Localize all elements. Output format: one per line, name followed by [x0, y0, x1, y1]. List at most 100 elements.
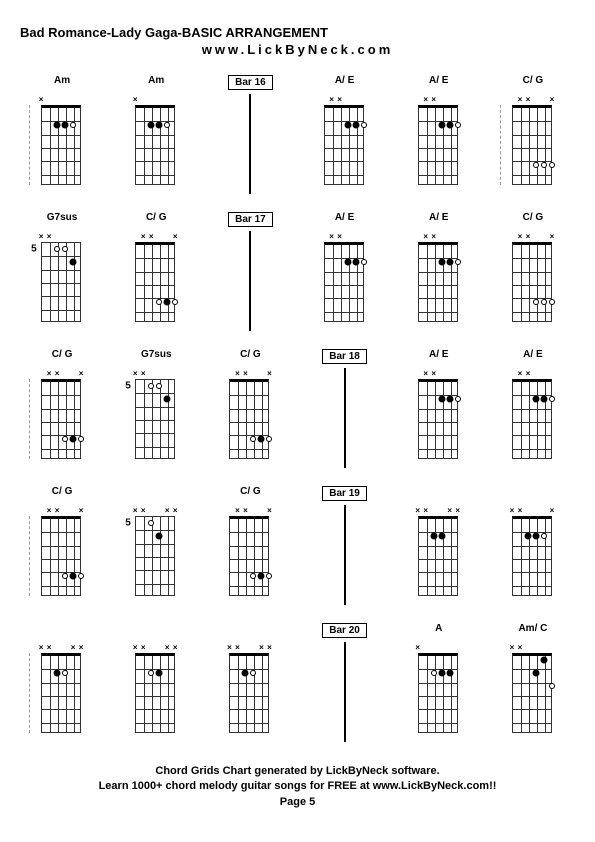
finger-dot	[164, 299, 171, 306]
finger-dot	[438, 259, 445, 266]
finger-dot	[70, 573, 77, 580]
string-marker: ×	[415, 644, 420, 652]
chord-label: A/ E	[429, 75, 448, 87]
finger-dot	[352, 122, 359, 129]
finger-dot	[148, 520, 154, 526]
position-label: 5	[125, 517, 131, 528]
bar-divider	[344, 642, 346, 742]
fretboard	[135, 653, 175, 733]
chord-cell: C/ G×××	[211, 486, 289, 605]
finger-dot	[438, 122, 445, 129]
finger-dot	[446, 396, 453, 403]
bar-cell: Bar 18	[306, 349, 384, 468]
finger-dot	[533, 299, 539, 305]
string-marker: ×	[235, 644, 240, 652]
finger-dot	[54, 670, 61, 677]
string-marker: ×	[329, 233, 334, 241]
string-marker: ×	[71, 644, 76, 652]
string-marker: ×	[47, 507, 52, 515]
finger-dot	[532, 670, 539, 677]
string-marker: ×	[526, 233, 531, 241]
chord-cell: C/ G×××	[117, 212, 195, 331]
finger-dot	[258, 573, 265, 580]
chord-diagram: ××	[506, 363, 560, 463]
chord-diagram: ×××	[506, 226, 560, 326]
chord-diagram: ××5	[129, 363, 183, 463]
chord-cell: G7sus××5	[117, 349, 195, 468]
chord-diagram: ×	[35, 89, 89, 189]
finger-dot	[352, 259, 359, 266]
finger-dot	[549, 683, 555, 689]
chord-cell: Am×	[117, 75, 195, 194]
finger-dot	[156, 533, 163, 540]
chord-diagram: ××	[412, 89, 466, 189]
chord-cell: A/ E××	[400, 349, 478, 468]
string-marker: ×	[133, 370, 138, 378]
chord-label: C/ G	[52, 486, 73, 498]
string-marker: ×	[55, 507, 60, 515]
chord-diagram: ××××	[223, 637, 277, 737]
bar-label: Bar 20	[322, 623, 367, 638]
chord-diagram: ×××	[506, 89, 560, 189]
string-marker: ×	[518, 370, 523, 378]
string-marker: ×	[267, 507, 272, 515]
string-marker: ×	[79, 507, 84, 515]
chord-cell: C/ G×××	[23, 349, 101, 468]
chord-cell: Am/ C××	[494, 623, 572, 742]
finger-dot	[361, 259, 367, 265]
chord-diagram: ××××	[35, 637, 89, 737]
finger-dot	[455, 396, 461, 402]
string-marker: ×	[141, 644, 146, 652]
fretboard	[418, 379, 458, 459]
string-marker: ×	[165, 644, 170, 652]
string-marker: ×	[337, 96, 342, 104]
finger-dot	[70, 259, 77, 266]
finger-dot	[446, 670, 453, 677]
string-marker: ×	[550, 96, 555, 104]
string-marker: ×	[39, 96, 44, 104]
finger-dot	[62, 573, 68, 579]
chord-cell: C/ G×××	[494, 212, 572, 331]
finger-dot	[532, 396, 539, 403]
string-marker: ×	[141, 233, 146, 241]
string-marker: ×	[149, 233, 154, 241]
finger-dot	[54, 122, 61, 129]
finger-dot	[549, 299, 555, 305]
chord-diagram: ×××	[129, 226, 183, 326]
string-marker: ×	[267, 644, 272, 652]
chord-label: C/ G	[240, 486, 261, 498]
string-marker: ×	[165, 507, 170, 515]
chord-diagram: ××	[412, 363, 466, 463]
finger-dot	[549, 396, 555, 402]
string-marker: ×	[79, 370, 84, 378]
finger-dot	[455, 259, 461, 265]
fretboard	[512, 516, 552, 596]
string-marker: ×	[235, 507, 240, 515]
string-marker: ×	[423, 96, 428, 104]
string-marker: ×	[431, 370, 436, 378]
string-marker: ×	[141, 370, 146, 378]
chord-diagram: ××××	[129, 637, 183, 737]
finger-dot	[549, 162, 555, 168]
footer: Chord Grids Chart generated by LickByNec…	[20, 764, 575, 810]
finger-dot	[172, 299, 178, 305]
chord-cell: ××××	[117, 623, 195, 742]
chord-diagram: ×	[129, 89, 183, 189]
finger-dot	[148, 122, 155, 129]
bracket	[29, 653, 33, 733]
string-marker: ×	[133, 644, 138, 652]
page-subtitle: www.LickByNeck.com	[20, 42, 575, 57]
finger-dot	[541, 299, 547, 305]
finger-dot	[430, 533, 437, 540]
finger-dot	[266, 573, 272, 579]
finger-dot	[533, 162, 539, 168]
position-label: 5	[125, 380, 131, 391]
chord-label: C/ G	[240, 349, 261, 361]
position-label: 5	[31, 243, 37, 254]
chord-diagram: ×××	[35, 500, 89, 600]
finger-dot	[266, 436, 272, 442]
chord-cell: A/ E ××	[400, 75, 478, 194]
finger-dot	[70, 122, 76, 128]
chord-label: A	[435, 623, 442, 635]
bar-divider	[344, 368, 346, 468]
